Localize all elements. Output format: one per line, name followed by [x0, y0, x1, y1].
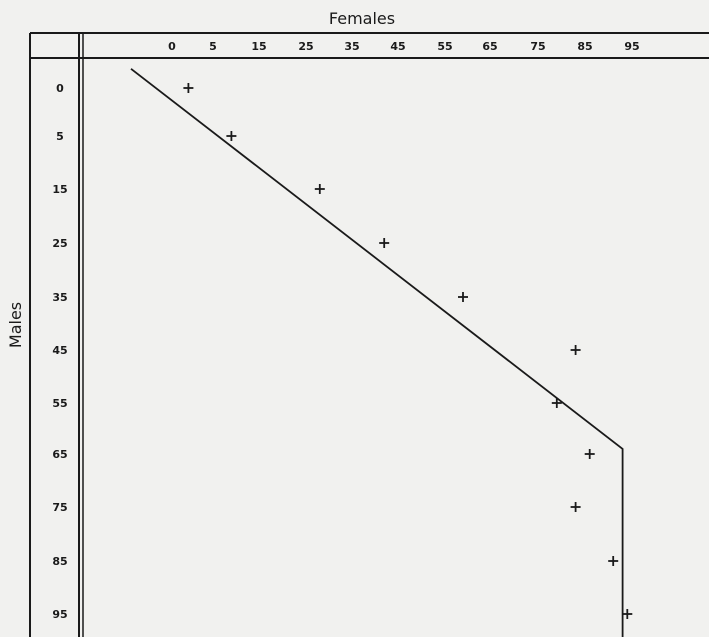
y-tick-label: 75	[52, 501, 67, 514]
y-tick-label: 5	[56, 130, 64, 143]
x-tick-label: 0	[168, 40, 176, 53]
x-tick-label: 75	[530, 40, 545, 53]
fitted-line-path	[130, 68, 624, 637]
data-point	[608, 556, 619, 566]
data-point	[584, 449, 595, 459]
x-tick-label: 95	[624, 40, 639, 53]
x-tick-label: 65	[482, 40, 497, 53]
y-tick-label: 55	[52, 397, 67, 410]
y-tick-labels: 0 5 15 25 35 45 55 65 75 85 95	[52, 82, 67, 621]
y-tick-label: 35	[52, 291, 67, 304]
y-tick-label: 65	[52, 448, 67, 461]
y-tick-label: 0	[56, 82, 64, 95]
data-points	[183, 83, 633, 619]
data-point	[622, 609, 633, 619]
y-tick-label: 25	[52, 237, 67, 250]
data-point	[379, 238, 390, 248]
data-point	[570, 345, 581, 355]
table-frame	[29, 32, 709, 637]
y-tick-label: 95	[52, 608, 67, 621]
data-point	[551, 398, 562, 408]
y-tick-label: 15	[52, 183, 67, 196]
x-tick-label: 55	[437, 40, 452, 53]
data-point	[226, 131, 237, 141]
data-point	[314, 184, 325, 194]
x-tick-label: 85	[577, 40, 592, 53]
x-tick-label: 25	[298, 40, 313, 53]
y-tick-label: 85	[52, 555, 67, 568]
x-tick-labels: 0 5 15 25 35 45 55 65 75 85 95	[168, 40, 639, 53]
y-axis-title: Males	[6, 302, 25, 348]
x-tick-label: 45	[390, 40, 405, 53]
x-tick-label: 35	[344, 40, 359, 53]
fitted-line	[130, 68, 624, 637]
y-tick-label: 45	[52, 344, 67, 357]
data-point	[458, 292, 468, 302]
data-point	[183, 83, 194, 93]
data-point	[570, 502, 581, 512]
x-tick-label: 5	[209, 40, 217, 53]
x-axis-title: Females	[329, 9, 395, 28]
x-tick-label: 15	[251, 40, 266, 53]
